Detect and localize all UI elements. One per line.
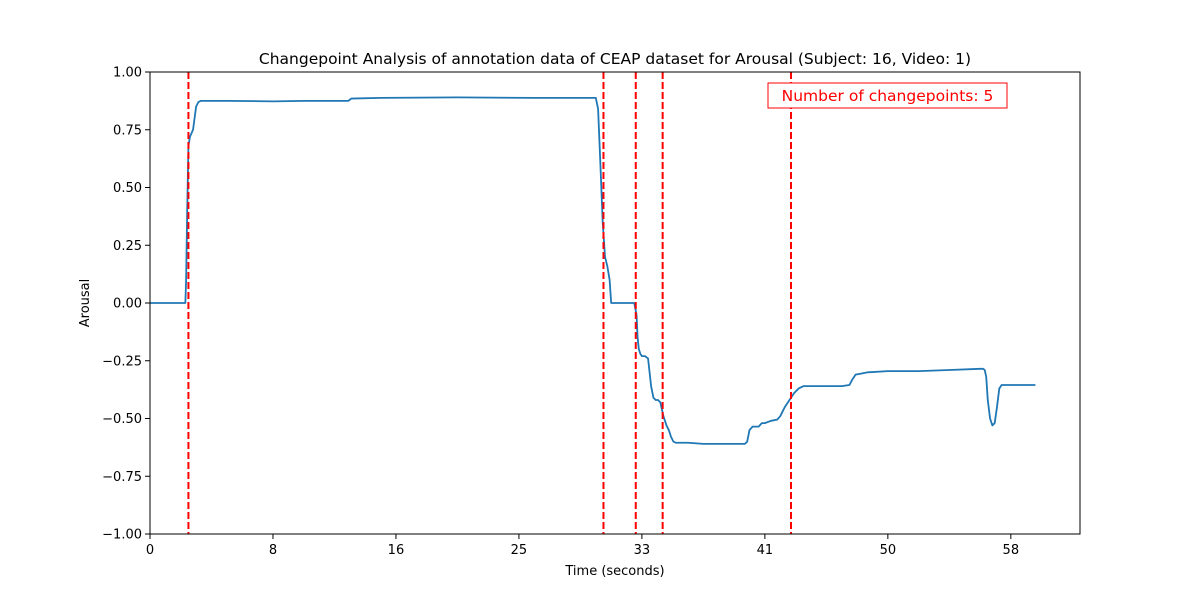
y-tick-label-4: 0.00 — [113, 297, 142, 312]
y-tick-label-1: −0.75 — [102, 470, 142, 485]
y-tick-label-0: −1.00 — [102, 528, 142, 543]
y-tick-label-3: −0.25 — [102, 354, 142, 369]
x-tick-label-4: 33 — [634, 543, 651, 558]
y-tick-label-6: 0.50 — [113, 181, 142, 196]
changepoint-count-annotation: Number of changepoints: 5 — [767, 82, 1008, 109]
y-tick-label-7: 0.75 — [113, 123, 142, 138]
x-tick-label-3: 25 — [511, 543, 528, 558]
annotation-text: Number of changepoints: 5 — [782, 87, 994, 105]
y-tick-label-2: −0.50 — [102, 412, 142, 427]
y-tick-label-8: 1.00 — [113, 66, 142, 81]
chart-title: Changepoint Analysis of annotation data … — [259, 50, 971, 68]
y-axis-title: Arousal — [78, 279, 93, 328]
x-tick-label-6: 50 — [880, 543, 897, 558]
annotation-box — [767, 82, 1008, 109]
y-tick-label-5: 0.25 — [113, 239, 142, 254]
x-tick-label-5: 41 — [757, 543, 774, 558]
x-tick-label-2: 16 — [388, 543, 405, 558]
series-line-0 — [150, 96, 1036, 445]
x-tick-label-1: 8 — [269, 543, 277, 558]
x-tick-label-0: 0 — [146, 543, 154, 558]
x-tick-label-7: 58 — [1003, 543, 1020, 558]
x-axis-title: Time (seconds) — [564, 564, 664, 579]
